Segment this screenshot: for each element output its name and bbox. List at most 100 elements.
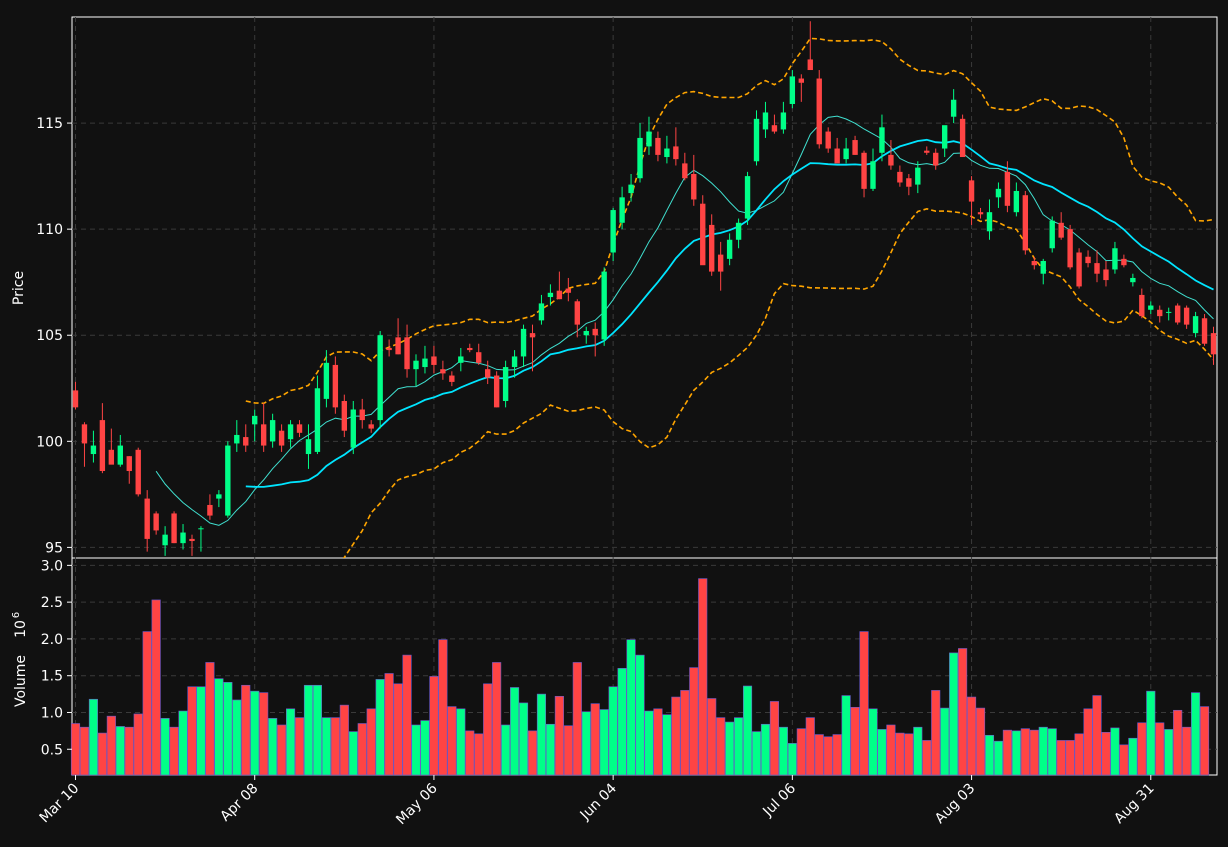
candle-body xyxy=(377,335,383,421)
candle-body xyxy=(941,125,948,149)
volume-bar xyxy=(671,696,681,776)
volume-bar xyxy=(1002,729,1012,776)
candle-body xyxy=(753,118,760,162)
volume-bar xyxy=(689,667,699,776)
price-panel-background xyxy=(71,16,1218,559)
volume-bar xyxy=(814,734,824,776)
volume-bar xyxy=(895,732,905,776)
volume-bar xyxy=(142,631,152,776)
volume-axis-label: Volume xyxy=(13,655,29,707)
candle-body xyxy=(691,173,697,200)
volume-bar xyxy=(1029,729,1039,776)
volume-bar xyxy=(1083,708,1093,776)
volume-tick-label: 0.5 xyxy=(41,742,63,758)
volume-bar xyxy=(1011,730,1021,776)
candle-body xyxy=(700,203,706,266)
candle-body xyxy=(449,375,455,382)
candle-body xyxy=(1031,260,1037,266)
candle-body xyxy=(90,445,97,455)
candle-body xyxy=(798,78,804,83)
x-tick-label: Mar 10 xyxy=(37,781,83,827)
volume-bar xyxy=(680,690,690,776)
candle-body xyxy=(1201,318,1208,344)
volume-bar xyxy=(581,711,591,776)
x-ticks: Mar 10 Apr 08 May 06 Jun 04 Jul 06 Aug 03 Aug … xyxy=(37,775,1158,828)
candle-body xyxy=(610,210,616,253)
volume-bar xyxy=(492,662,502,776)
candle-body xyxy=(135,449,141,495)
volume-bar xyxy=(716,717,726,776)
volume-bar xyxy=(1074,733,1084,776)
volume-bar xyxy=(572,662,582,776)
volume-bar xyxy=(707,698,717,776)
x-tick-label: Aug 31 xyxy=(1111,781,1157,827)
volume-bar xyxy=(1199,706,1210,776)
volume-bar xyxy=(321,717,331,776)
candle-body xyxy=(1130,277,1136,283)
volume-bar xyxy=(545,723,555,776)
volume-bar xyxy=(438,639,448,776)
candle-body xyxy=(252,415,258,425)
candle-body xyxy=(1103,269,1109,281)
candle-body xyxy=(243,437,249,446)
volume-bar xyxy=(1191,692,1201,776)
candle-body xyxy=(99,420,106,472)
candle-body xyxy=(915,167,921,185)
candle-body xyxy=(269,420,276,442)
candle-body xyxy=(1210,333,1217,355)
candle-body xyxy=(583,330,589,336)
x-tick-label: May 06 xyxy=(393,780,441,828)
volume-bar xyxy=(205,662,215,776)
candle-body xyxy=(789,76,796,104)
volume-bar xyxy=(510,687,520,776)
candle-body xyxy=(476,352,482,363)
candle-body xyxy=(726,239,733,259)
candle-body xyxy=(1022,195,1029,251)
candle-body xyxy=(314,388,321,452)
candle-body xyxy=(296,424,303,433)
volume-axis-exponent-base: 10 xyxy=(13,620,29,638)
volume-bar xyxy=(88,698,98,776)
candle-body xyxy=(906,178,912,187)
volume-bar xyxy=(949,652,959,776)
candle-body xyxy=(1139,294,1145,317)
volume-bar xyxy=(1146,690,1156,776)
volume-bar xyxy=(375,679,385,776)
x-tick-label: Jul 06 xyxy=(759,780,799,820)
candle-body xyxy=(1157,309,1163,317)
candle-body xyxy=(520,328,527,357)
bollinger-lower-band xyxy=(342,207,1215,558)
candle-body xyxy=(1192,316,1199,334)
volume-bar xyxy=(725,721,735,776)
candle-body xyxy=(126,456,132,472)
volume-tick-label: 1.5 xyxy=(41,669,63,685)
candle-body xyxy=(225,445,231,516)
volume-bar xyxy=(393,683,403,776)
volume-bar xyxy=(984,734,995,776)
candle-body xyxy=(709,224,715,272)
volume-bar xyxy=(456,708,466,776)
candle-body xyxy=(1085,256,1091,264)
volume-bar xyxy=(366,708,376,776)
volume-bar xyxy=(527,730,538,776)
volume-bar xyxy=(841,695,851,776)
volume-bar xyxy=(742,685,753,776)
candle-body xyxy=(717,254,724,272)
volume-bar xyxy=(536,693,547,776)
candle-body xyxy=(762,112,769,130)
volume-bar xyxy=(384,673,394,776)
candle-body xyxy=(529,333,536,338)
volume-bar xyxy=(1065,740,1075,776)
volume-bar xyxy=(259,692,269,776)
volume-bar xyxy=(501,724,511,776)
candle-body xyxy=(485,369,491,378)
volume-bar xyxy=(823,736,833,776)
price-tick-label: 115 xyxy=(36,116,63,132)
candle-body xyxy=(234,434,240,444)
x-tick-label: Aug 03 xyxy=(932,781,978,827)
candle-body xyxy=(1067,229,1073,268)
volume-bar xyxy=(97,732,107,776)
volume-bar xyxy=(285,708,296,776)
volume-bar xyxy=(868,708,878,776)
volume-bar xyxy=(1128,737,1138,776)
